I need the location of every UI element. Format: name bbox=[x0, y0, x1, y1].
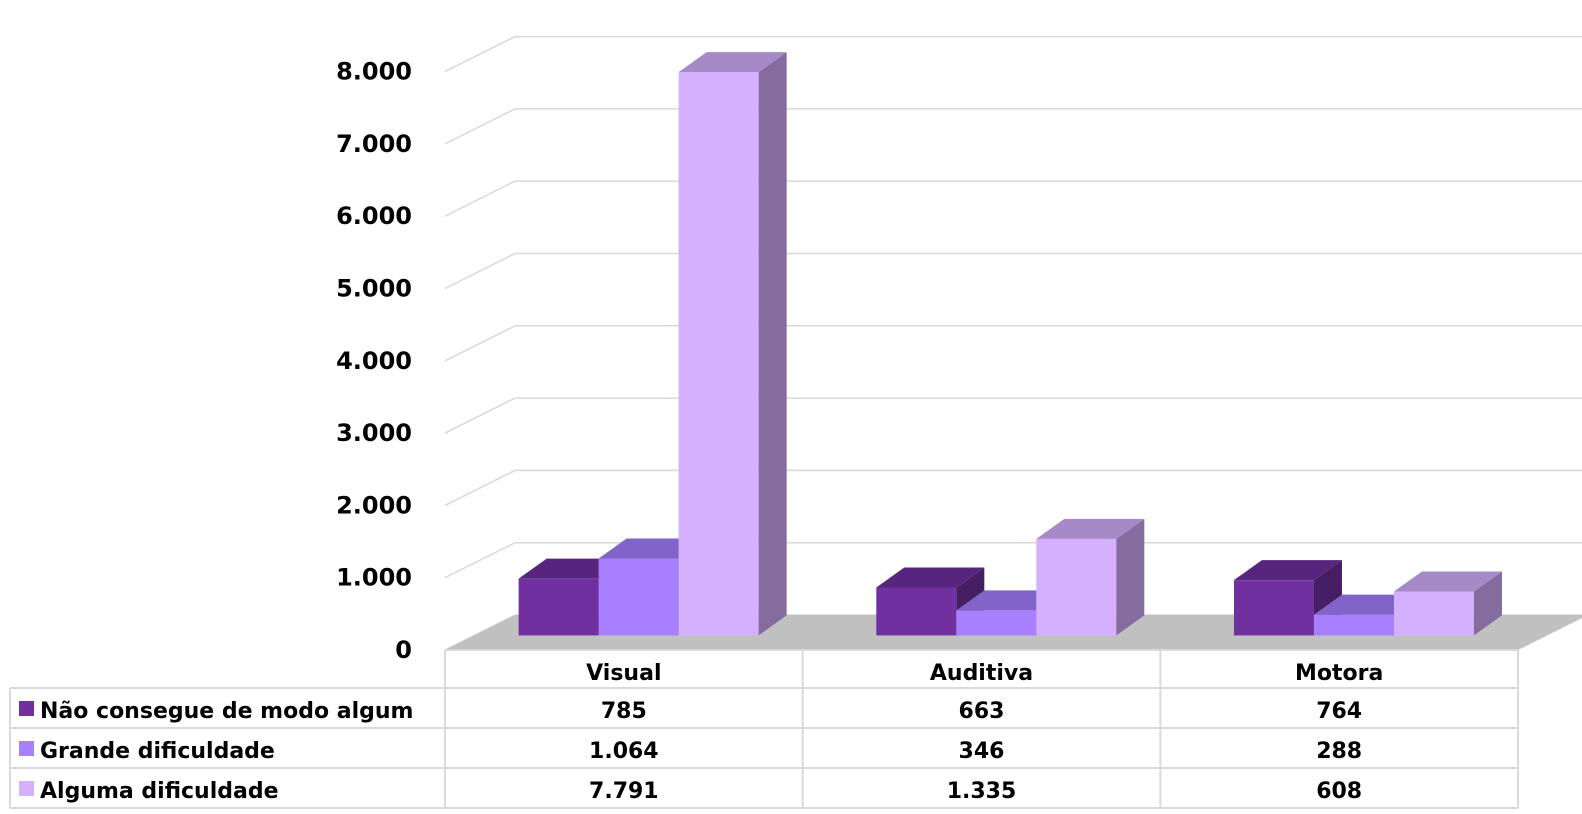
data-label: 663 bbox=[959, 699, 1005, 724]
gridline-side bbox=[444, 397, 516, 434]
y-tick-label: 8.000 bbox=[336, 58, 412, 86]
data-label: 608 bbox=[1316, 779, 1362, 804]
legend-swatch bbox=[19, 781, 34, 796]
y-tick-label: 4.000 bbox=[336, 347, 412, 375]
y-tick-label: 3.000 bbox=[336, 419, 412, 447]
bar bbox=[678, 52, 787, 636]
bar-front bbox=[678, 72, 759, 636]
bar bbox=[1393, 571, 1502, 636]
data-label: 7.791 bbox=[589, 779, 659, 804]
bar-side bbox=[1116, 518, 1145, 636]
legend-entry: Alguma dificuldade bbox=[40, 779, 279, 804]
gridline-side bbox=[444, 35, 516, 73]
y-tick-label: 1.000 bbox=[336, 564, 412, 592]
data-label: 346 bbox=[959, 739, 1005, 764]
x-tick-label: Motora bbox=[1295, 661, 1383, 686]
bar-side bbox=[1473, 571, 1502, 636]
legend-entry: Não consegue de modo algum bbox=[40, 699, 413, 724]
bar-top bbox=[1393, 571, 1502, 592]
gridline-side bbox=[444, 325, 516, 362]
gridline-side bbox=[444, 542, 516, 579]
bar-front bbox=[1313, 614, 1394, 636]
gridline-side bbox=[444, 469, 516, 507]
y-tick-label: 5.000 bbox=[336, 275, 412, 303]
y-tick-label: 7.000 bbox=[336, 130, 412, 158]
gridline-side bbox=[444, 108, 516, 145]
bar-top bbox=[678, 52, 787, 73]
data-label: 288 bbox=[1316, 739, 1362, 764]
legend-entry: Grande dificuldade bbox=[40, 739, 275, 764]
y-axis: 0 1.000 2.000 3.000 4.000 5.000 6.000 7.000 8.00… bbox=[336, 58, 412, 664]
legend-swatch bbox=[19, 741, 34, 756]
bar-front bbox=[598, 558, 679, 636]
bar-side bbox=[758, 52, 787, 636]
gridline-side bbox=[444, 252, 516, 290]
data-label: 785 bbox=[601, 699, 647, 724]
x-tick-label: Auditiva bbox=[930, 661, 1033, 686]
bar-top bbox=[1036, 518, 1145, 539]
y-tick-label: 0 bbox=[395, 636, 412, 664]
bar bbox=[1036, 518, 1145, 636]
bar-front bbox=[876, 587, 957, 636]
bars bbox=[518, 52, 1502, 636]
bar-front bbox=[518, 578, 599, 636]
data-label: 1.064 bbox=[589, 739, 659, 764]
bar-top bbox=[876, 567, 985, 588]
bar-top bbox=[1233, 560, 1342, 581]
bar-front bbox=[1393, 591, 1474, 636]
data-label: 1.335 bbox=[947, 779, 1017, 804]
data-label: 764 bbox=[1316, 699, 1362, 724]
legend-swatch bbox=[19, 701, 34, 716]
bar-front bbox=[956, 610, 1037, 636]
y-tick-label: 2.000 bbox=[336, 491, 412, 519]
bar-front bbox=[1233, 580, 1314, 636]
y-tick-label: 6.000 bbox=[336, 202, 412, 230]
x-tick-label: Visual bbox=[586, 661, 661, 686]
bar-front bbox=[1036, 538, 1117, 636]
gridline-side bbox=[444, 180, 516, 217]
data-table: Visual Auditiva Motora Não consegue de modo… bbox=[9, 649, 1519, 809]
